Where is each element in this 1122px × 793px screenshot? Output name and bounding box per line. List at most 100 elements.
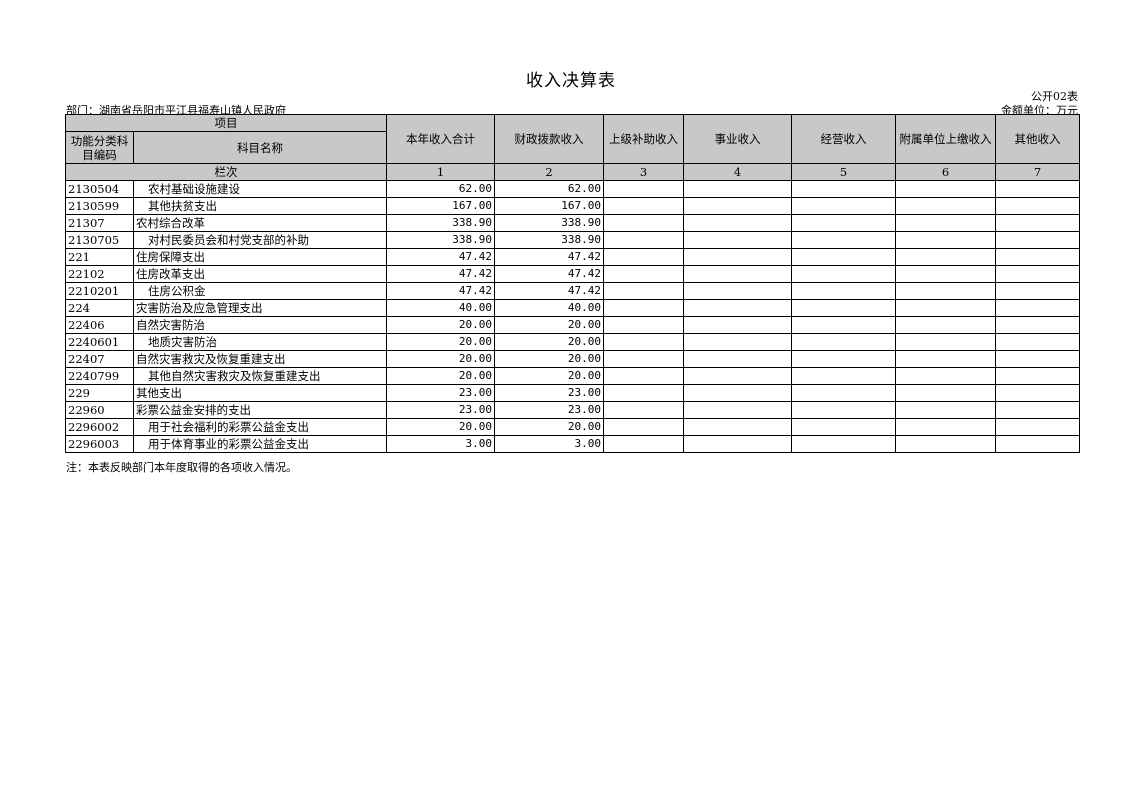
operating-income-cell: [791, 401, 896, 419]
business-income-cell: [683, 197, 792, 215]
affiliated-unit-income-cell: [895, 197, 996, 215]
fiscal-appropriation-cell: 40.00: [494, 299, 604, 317]
fiscal-appropriation-cell: 20.00: [494, 367, 604, 385]
table-row: 22960 彩票公益金安排的支出 23.00 23.00: [65, 401, 1080, 419]
header-operating-income: 经营收入: [791, 114, 896, 164]
table-row: 2240799 其他自然灾害救灾及恢复重建支出 20.00 20.00: [65, 367, 1080, 385]
fiscal-appropriation-cell: 23.00: [494, 384, 604, 402]
table-row: 2130705 对村民委员会和村党支部的补助 338.90 338.90: [65, 231, 1080, 249]
operating-income-cell: [791, 299, 896, 317]
other-income-cell: [995, 231, 1080, 249]
total-income-cell: 3.00: [386, 435, 495, 453]
superior-subsidy-cell: [603, 384, 684, 402]
superior-subsidy-cell: [603, 350, 684, 368]
superior-subsidy-cell: [603, 248, 684, 266]
superior-subsidy-cell: [603, 316, 684, 334]
affiliated-unit-income-cell: [895, 367, 996, 385]
subject-code-cell: 2240799: [65, 367, 134, 385]
table-row: 2130599 其他扶贫支出 167.00 167.00: [65, 197, 1080, 215]
table-footnote: 注：本表反映部门本年度取得的各项收入情况。: [66, 461, 297, 474]
total-income-cell: 47.42: [386, 282, 495, 300]
table-row: 22407 自然灾害救灾及恢复重建支出 20.00 20.00: [65, 350, 1080, 368]
superior-subsidy-cell: [603, 282, 684, 300]
superior-subsidy-cell: [603, 367, 684, 385]
subject-name-cell: 住房保障支出: [133, 248, 387, 266]
fiscal-appropriation-cell: 20.00: [494, 316, 604, 334]
subject-name-cell: 住房公积金: [133, 282, 387, 300]
operating-income-cell: [791, 180, 896, 198]
operating-income-cell: [791, 418, 896, 436]
header-affiliated-unit-income: 附属单位上缴收入: [895, 114, 996, 164]
superior-subsidy-cell: [603, 180, 684, 198]
subject-name-cell: 农村综合改革: [133, 214, 387, 232]
table-row: 2240601 地质灾害防治 20.00 20.00: [65, 333, 1080, 351]
header-business-income: 事业收入: [683, 114, 792, 164]
superior-subsidy-cell: [603, 333, 684, 351]
subject-name-cell: 用于体育事业的彩票公益金支出: [133, 435, 387, 453]
subject-code-cell: 2130599: [65, 197, 134, 215]
business-income-cell: [683, 299, 792, 317]
total-income-cell: 40.00: [386, 299, 495, 317]
affiliated-unit-income-cell: [895, 214, 996, 232]
total-income-cell: 62.00: [386, 180, 495, 198]
header-subject-name: 科目名称: [133, 131, 387, 164]
subject-code-cell: 2296002: [65, 418, 134, 436]
other-income-cell: [995, 197, 1080, 215]
total-income-cell: 20.00: [386, 316, 495, 334]
table-row: 22406 自然灾害防治 20.00 20.00: [65, 316, 1080, 334]
affiliated-unit-income-cell: [895, 180, 996, 198]
affiliated-unit-income-cell: [895, 299, 996, 317]
total-income-cell: 20.00: [386, 418, 495, 436]
operating-income-cell: [791, 350, 896, 368]
affiliated-unit-income-cell: [895, 384, 996, 402]
business-income-cell: [683, 435, 792, 453]
superior-subsidy-cell: [603, 265, 684, 283]
fiscal-appropriation-cell: 338.90: [494, 231, 604, 249]
header-fiscal-appropriation: 财政拨款收入: [494, 114, 604, 164]
other-income-cell: [995, 248, 1080, 266]
subject-name-cell: 对村民委员会和村党支部的补助: [133, 231, 387, 249]
other-income-cell: [995, 214, 1080, 232]
subject-name-cell: 农村基础设施建设: [133, 180, 387, 198]
operating-income-cell: [791, 367, 896, 385]
fiscal-appropriation-cell: 167.00: [494, 197, 604, 215]
total-income-cell: 23.00: [386, 384, 495, 402]
table-row: 2210201 住房公积金 47.42 47.42: [65, 282, 1080, 300]
subject-name-cell: 地质灾害防治: [133, 333, 387, 351]
subject-name-cell: 住房改革支出: [133, 265, 387, 283]
business-income-cell: [683, 180, 792, 198]
business-income-cell: [683, 418, 792, 436]
subject-code-cell: 221: [65, 248, 134, 266]
col-number: 7: [995, 163, 1080, 181]
operating-income-cell: [791, 282, 896, 300]
business-income-cell: [683, 316, 792, 334]
fiscal-appropriation-cell: 47.42: [494, 248, 604, 266]
subject-code-cell: 22407: [65, 350, 134, 368]
affiliated-unit-income-cell: [895, 350, 996, 368]
business-income-cell: [683, 248, 792, 266]
header-superior-subsidy: 上级补助收入: [603, 114, 684, 164]
form-number: 公开02表: [1031, 90, 1078, 103]
total-income-cell: 47.42: [386, 248, 495, 266]
col-number: 1: [386, 163, 495, 181]
fiscal-appropriation-cell: 20.00: [494, 418, 604, 436]
col-number: 6: [895, 163, 996, 181]
superior-subsidy-cell: [603, 299, 684, 317]
operating-income-cell: [791, 248, 896, 266]
other-income-cell: [995, 384, 1080, 402]
subject-code-cell: 21307: [65, 214, 134, 232]
header-function-code: 功能分类科目编码: [65, 131, 134, 164]
table-row: 224 灾害防治及应急管理支出 40.00 40.00: [65, 299, 1080, 317]
business-income-cell: [683, 231, 792, 249]
operating-income-cell: [791, 316, 896, 334]
affiliated-unit-income-cell: [895, 231, 996, 249]
subject-code-cell: 2130705: [65, 231, 134, 249]
subject-name-cell: 其他扶贫支出: [133, 197, 387, 215]
subject-name-cell: 其他支出: [133, 384, 387, 402]
fiscal-appropriation-cell: 47.42: [494, 265, 604, 283]
other-income-cell: [995, 418, 1080, 436]
subject-name-cell: 自然灾害防治: [133, 316, 387, 334]
business-income-cell: [683, 350, 792, 368]
fiscal-appropriation-cell: 62.00: [494, 180, 604, 198]
superior-subsidy-cell: [603, 418, 684, 436]
